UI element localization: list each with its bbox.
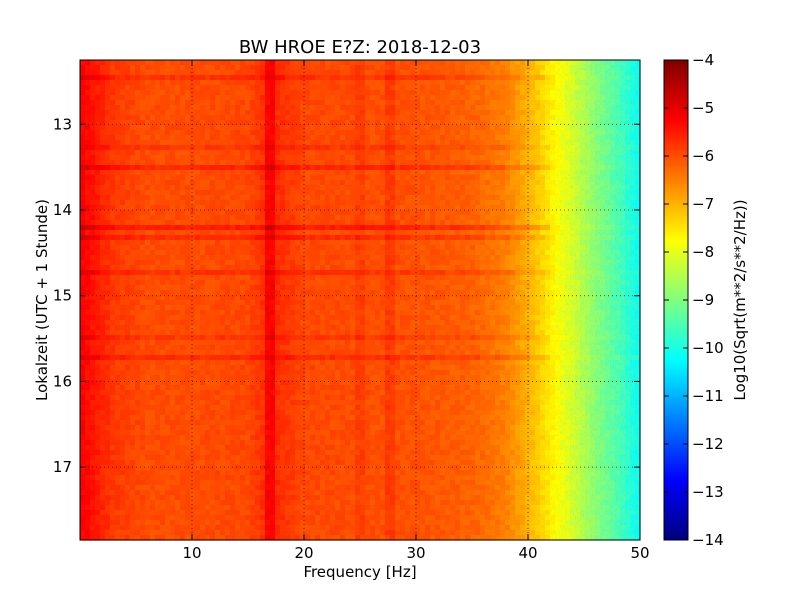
plot-area	[79, 59, 641, 541]
chart-title: BW HROE E?Z: 2018-12-03	[239, 37, 481, 58]
